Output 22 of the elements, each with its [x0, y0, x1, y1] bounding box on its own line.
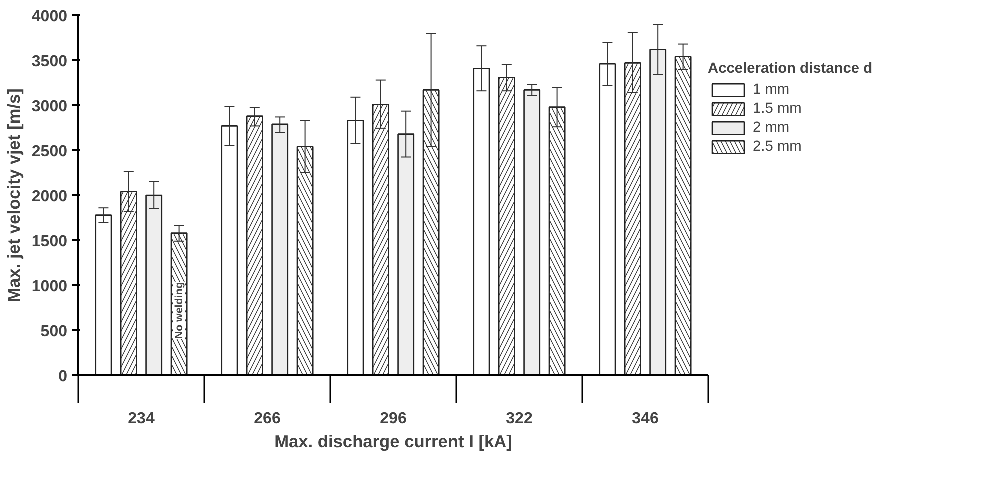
y-tick-label: 4000 — [32, 8, 68, 26]
y-tick-label: 0 — [58, 368, 68, 386]
legend-label: 2.5 mm — [753, 139, 802, 155]
y-tick-label: 2500 — [32, 144, 68, 160]
x-tick-label: 322 — [506, 410, 533, 428]
y-tick-label: 3500 — [32, 54, 68, 70]
legend-title: Acceleration distance d — [708, 61, 873, 77]
annotation: No welding — [173, 282, 186, 340]
y-tick-label: 1500 — [32, 234, 68, 250]
legend-label: 1 mm — [753, 82, 790, 98]
x-tick-label: 296 — [380, 410, 407, 428]
x-tick-label: 266 — [254, 410, 281, 428]
x-axis-title: Max. discharge current I [kA] — [274, 432, 512, 452]
x-tick-label: 346 — [632, 410, 659, 428]
y-tick-label: 3000 — [32, 98, 68, 116]
legend-label: 1.5 mm — [753, 101, 802, 117]
x-tick-label: 234 — [128, 410, 155, 428]
y-axis-title: Max. jet velocity vjet [m/s] — [4, 88, 24, 302]
y-tick-label: 500 — [40, 324, 68, 340]
y-tick-label: 2000 — [32, 188, 68, 206]
legend-label: 2 mm — [753, 120, 790, 136]
y-tick-label: 1000 — [32, 278, 68, 296]
